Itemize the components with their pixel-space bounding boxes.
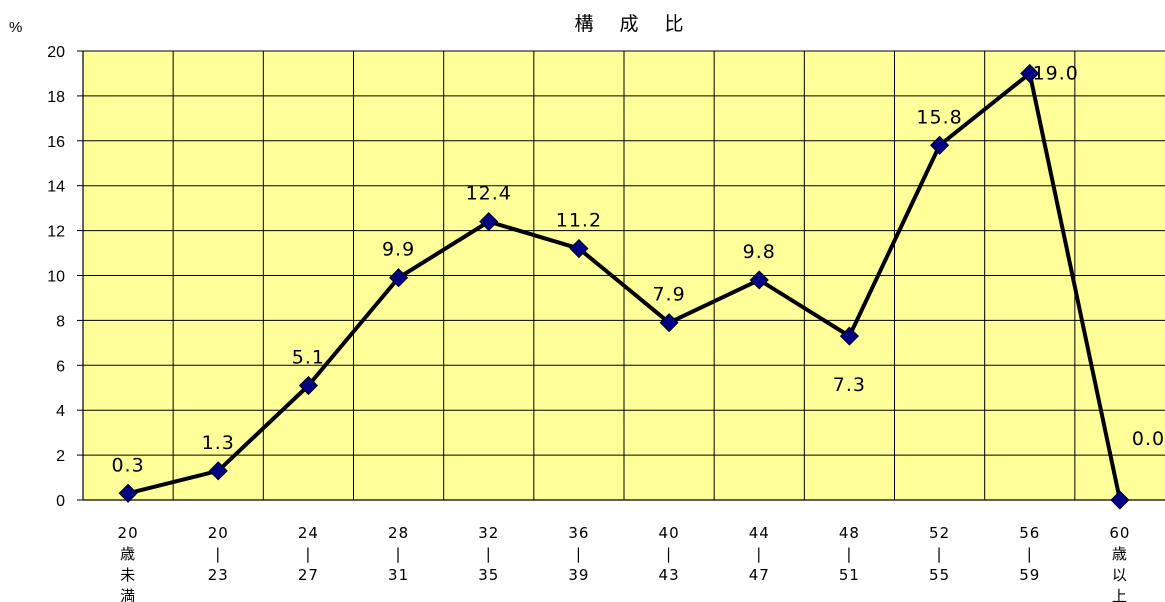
- x-tick-label-line: |: [576, 545, 582, 563]
- data-label: 1.3: [202, 432, 235, 454]
- x-tick-label: 24 | 27: [298, 524, 319, 584]
- x-tick-label: 60 歳以上: [1109, 524, 1130, 602]
- data-point-marker: [298, 375, 318, 396]
- y-tick-label: 4: [56, 403, 65, 420]
- x-tick-label: 20 | 23: [208, 524, 229, 584]
- data-point-marker: [930, 135, 950, 155]
- y-tick-label: 12: [47, 224, 65, 241]
- y-axis-unit-label: %: [9, 19, 22, 36]
- x-tick-label: 40 | 43: [659, 524, 680, 584]
- x-tick-label: 56 | 59: [1019, 524, 1040, 584]
- data-label: 7.9: [652, 284, 685, 306]
- data-label: 11.2: [556, 210, 602, 232]
- x-tick-label: 20 歳未満: [118, 524, 139, 602]
- gridlines: [83, 50, 1165, 500]
- data-labels: 0.3 1.3 5.1 9.9 12.4 11.2 7.9 9.8 7.3 15.8 19.0 0.0: [111, 62, 1165, 476]
- y-tick-label: 0: [56, 493, 65, 510]
- x-tick-label-line: 40: [659, 524, 680, 542]
- x-tick-label-line: 27: [298, 566, 319, 584]
- x-tick-label-line: |: [215, 545, 221, 563]
- x-tick-label-line: |: [486, 545, 492, 563]
- x-tick-label-line: 35: [478, 566, 499, 584]
- data-label: 0.3: [111, 454, 144, 476]
- data-point-marker: [389, 268, 409, 288]
- data-point-marker: [749, 270, 769, 290]
- x-tick-label-line: 31: [388, 566, 409, 584]
- x-tick-label-line: 43: [659, 566, 680, 584]
- x-tick-label-line: |: [396, 545, 402, 563]
- series-line: [118, 63, 1130, 510]
- data-point-marker: [479, 212, 499, 232]
- x-tick-label-line: 23: [208, 566, 229, 584]
- y-tick-label: 6: [56, 358, 65, 375]
- y-tick-label: 14: [47, 179, 65, 196]
- y-tick-label: 20: [47, 44, 65, 61]
- x-tick-label-line: 上: [1112, 587, 1128, 602]
- y-tick-label: 10: [47, 269, 65, 286]
- x-axis-ticks: 20歳未満20|2324|2728|3132|3536|3940|4344|47…: [118, 524, 1130, 602]
- data-label: 19.0: [1033, 62, 1079, 84]
- x-tick-label-line: 59: [1019, 566, 1040, 584]
- data-point-marker: [1110, 490, 1130, 510]
- data-point-marker: [839, 326, 859, 346]
- x-tick-label: 32 | 35: [478, 524, 499, 584]
- data-label: 7.3: [833, 374, 866, 396]
- x-tick-label: 48 | 51: [839, 524, 860, 584]
- data-label: 9.9: [382, 239, 415, 261]
- y-tick-label: 8: [56, 313, 65, 330]
- x-tick-label-line: 47: [749, 566, 770, 584]
- chart-title: 構 成 比: [574, 13, 693, 35]
- x-tick-label-line: 満: [120, 587, 136, 602]
- x-tick-label-line: 未: [120, 566, 136, 584]
- data-point-marker: [208, 461, 228, 481]
- x-tick-label-line: |: [846, 545, 852, 563]
- data-label: 0.0: [1132, 428, 1165, 450]
- x-tick-label-line: 56: [1019, 524, 1040, 542]
- x-tick-label: 52 | 55: [929, 524, 950, 584]
- data-point-marker: [659, 313, 679, 333]
- x-tick-label-line: |: [937, 545, 943, 563]
- x-tick-label-line: 51: [839, 566, 860, 584]
- x-tick-label-line: |: [666, 545, 672, 563]
- x-tick-label-line: 36: [568, 524, 589, 542]
- data-point-marker: [1020, 63, 1040, 84]
- x-tick-label-line: |: [305, 545, 311, 563]
- x-tick-label-line: 44: [749, 524, 770, 542]
- data-label: 15.8: [916, 106, 962, 128]
- x-tick-label-line: 20: [208, 524, 229, 542]
- x-tick-label: 44 | 47: [749, 524, 770, 584]
- x-tick-label-line: 以: [1112, 566, 1128, 584]
- x-tick-label: 28 | 31: [388, 524, 409, 584]
- x-tick-label-line: 32: [478, 524, 499, 542]
- x-tick-label-line: 歳: [120, 545, 136, 563]
- x-tick-label-line: 20: [118, 524, 139, 542]
- y-axis-ticks: 0 2 4 6 8 10 12 14 16 18 20: [47, 44, 83, 510]
- x-tick-label-line: 28: [388, 524, 409, 542]
- x-tick-label-line: 39: [568, 566, 589, 584]
- x-tick-label-line: 歳: [1112, 545, 1128, 563]
- x-tick-label-line: |: [1027, 545, 1033, 563]
- y-tick-label: 2: [56, 448, 65, 465]
- x-tick-label-line: |: [756, 545, 762, 563]
- x-tick-label-line: 24: [298, 524, 319, 542]
- data-point-marker: [569, 238, 589, 259]
- data-label: 12.4: [466, 183, 512, 205]
- data-label: 5.1: [292, 347, 325, 369]
- x-tick-label-line: 48: [839, 524, 860, 542]
- y-tick-label: 18: [47, 89, 65, 106]
- x-tick-label: 36 | 39: [568, 524, 589, 584]
- data-point-marker: [118, 483, 138, 503]
- series-line-path: [127, 71, 1122, 501]
- y-tick-label: 16: [47, 134, 65, 151]
- x-tick-label-line: 55: [929, 566, 950, 584]
- x-tick-label-line: 52: [929, 524, 950, 542]
- data-label: 9.8: [743, 241, 776, 263]
- x-tick-label-line: 60: [1109, 524, 1130, 542]
